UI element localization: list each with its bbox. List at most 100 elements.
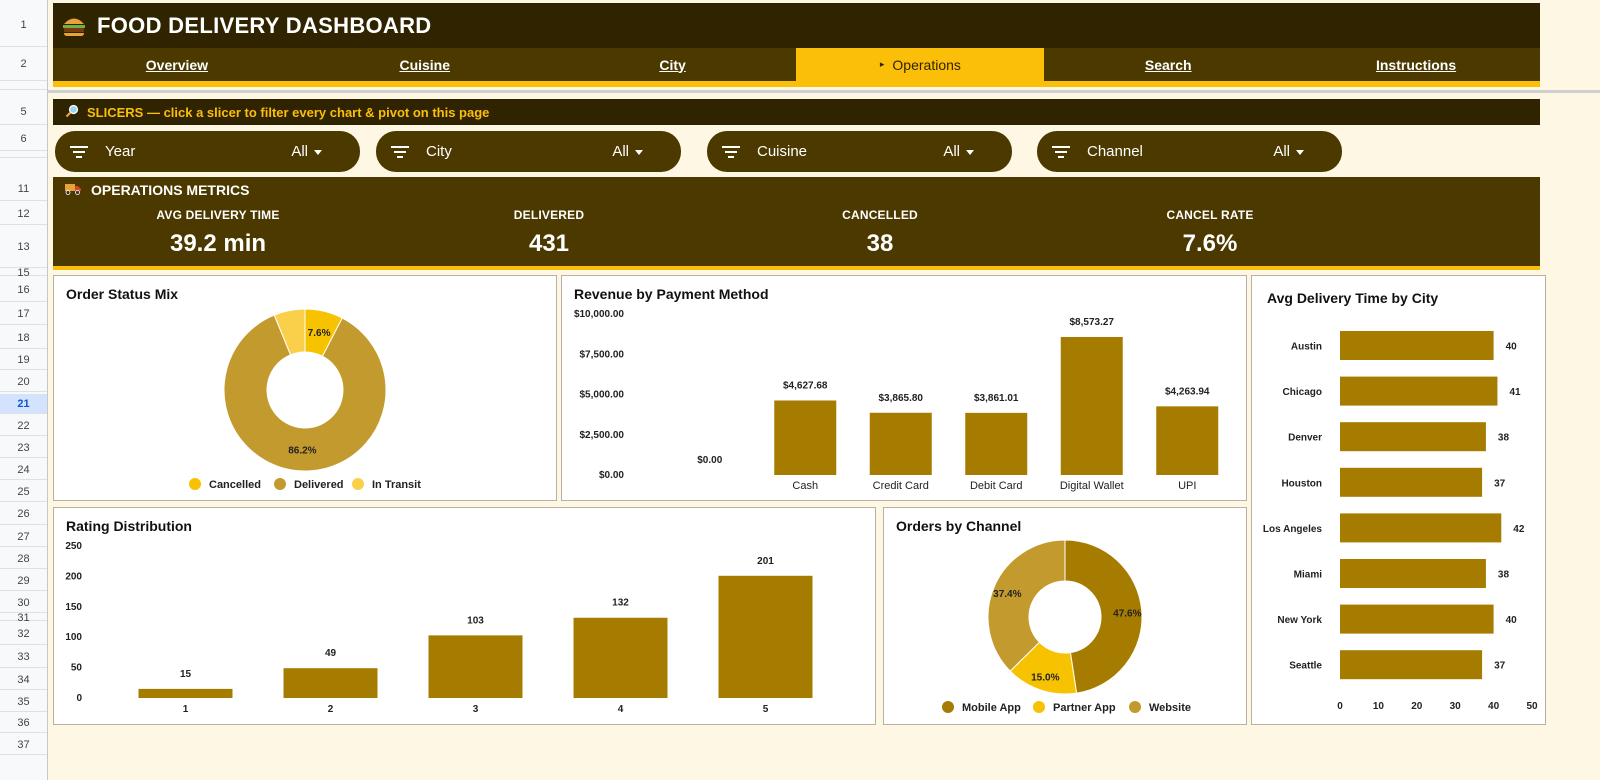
row-number[interactable]: 27	[0, 527, 47, 547]
y-tick-label: $5,000.00	[580, 390, 625, 401]
row-number[interactable]: 35	[0, 692, 47, 712]
data-label: 40	[1506, 615, 1518, 626]
data-label: 42	[1513, 524, 1525, 535]
row-number[interactable]: 25	[0, 482, 47, 502]
legend-label: In Transit	[372, 479, 421, 491]
tab-label: Overview	[145, 56, 209, 73]
metric-avg-delivery-time: AVG DELIVERY TIME 39.2 min	[53, 208, 383, 258]
row-number[interactable]: 26	[0, 504, 47, 525]
magnifier-icon	[65, 104, 79, 121]
row-number[interactable]: 11	[0, 177, 47, 201]
row-number[interactable]: 29	[0, 571, 47, 591]
chart-title: Avg Delivery Time by City	[1267, 290, 1439, 306]
order-status-donut-chart: 7.6% 86.2% Cancelled Delivered In Transit	[189, 308, 421, 491]
row-number[interactable]: 20	[0, 372, 47, 392]
bar	[1340, 331, 1494, 360]
row-number[interactable]: 15	[0, 267, 47, 279]
row-number[interactable]: 19	[0, 350, 47, 370]
metric-cancel-rate: CANCEL RATE 7.6%	[1045, 208, 1375, 258]
bar	[1340, 376, 1498, 406]
y-tick-label: 0	[76, 693, 82, 704]
x-tick-label: Credit Card	[873, 480, 929, 492]
legend-swatch	[352, 478, 364, 490]
nav-tabs: Overview Cuisine City ▸ Operations Search…	[53, 48, 1540, 81]
dashboard-title: FOOD DELIVERY DASHBOARD	[97, 12, 432, 38]
row-number[interactable]: 31	[0, 612, 47, 624]
tab-overview[interactable]: Overview	[53, 48, 301, 81]
rating-bar-chart: 0 50 100 150 200 250 15 1 49 2 103 3 132 4 201 5	[65, 541, 813, 715]
metric-delivered: DELIVERED 431	[384, 208, 714, 258]
row-number[interactable]: 33	[0, 647, 47, 668]
tab-operations[interactable]: ▸ Operations	[796, 48, 1045, 81]
metric-value: 39.2 min	[169, 230, 267, 257]
row-number[interactable]	[0, 86, 47, 90]
filter-icon	[1051, 145, 1071, 158]
row-number[interactable]: 32	[0, 623, 47, 645]
chart-card-order-status[interactable]: Order Status Mix 7.6% 86.2% Cancelled Deliv…	[53, 275, 557, 501]
row-number[interactable]: 23	[0, 438, 47, 458]
legend-swatch	[942, 701, 954, 713]
row-number[interactable]: 6	[0, 127, 47, 151]
x-tick-label: 50	[1526, 701, 1538, 712]
play-arrow-icon: ▸	[879, 59, 885, 69]
legend-label: Partner App	[1053, 702, 1116, 714]
tab-cuisine[interactable]: Cuisine	[301, 48, 549, 81]
row-number[interactable]: 13	[0, 226, 47, 268]
row-number[interactable]: 17	[0, 303, 47, 325]
x-tick-label: 5	[763, 704, 769, 715]
data-label: 37	[1494, 478, 1506, 489]
chart-card-rating-distribution[interactable]: Rating Distribution 0 50 100 150 200 250 15 1 49…	[53, 507, 876, 725]
row-number[interactable]: 1	[0, 3, 47, 47]
row-number[interactable]: 34	[0, 670, 47, 690]
tab-instructions[interactable]: Instructions	[1292, 48, 1540, 81]
row-number[interactable]: 37	[0, 735, 47, 755]
slicer-channel[interactable]: Channel All	[1037, 131, 1342, 172]
row-number[interactable]: 30	[0, 593, 47, 613]
chart-card-delivery-time-city[interactable]: Avg Delivery Time by City Austin 40 Chicag…	[1251, 275, 1546, 725]
row-number[interactable]	[0, 150, 47, 158]
row-number[interactable]: 28	[0, 549, 47, 569]
chart-card-orders-channel[interactable]: Orders by Channel 47.6% 15.0% 37.4% Mobile …	[883, 507, 1247, 725]
tab-city[interactable]: City	[549, 48, 797, 81]
x-tick-label: 1	[183, 704, 189, 715]
row-number[interactable]: 21	[0, 394, 47, 414]
tab-search[interactable]: Search	[1044, 48, 1292, 81]
tab-label: Instructions	[1375, 56, 1457, 73]
row-number[interactable]: 5	[0, 99, 47, 125]
metric-cancelled: CANCELLED 38	[715, 208, 1045, 258]
row-number[interactable]: 22	[0, 416, 47, 436]
metrics-accent-line	[53, 266, 1540, 270]
bar	[1340, 559, 1486, 588]
row-number[interactable]: 2	[0, 48, 47, 81]
burger-icon	[61, 13, 87, 39]
legend-swatch	[1033, 701, 1045, 713]
y-tick-label: $10,000.00	[574, 309, 624, 320]
y-tick-label: $7,500.00	[580, 349, 625, 360]
x-tick-label: 4	[618, 704, 624, 715]
row-number[interactable]: 18	[0, 327, 47, 349]
data-label: 132	[612, 598, 629, 609]
data-label: $4,263.94	[1165, 386, 1210, 397]
row-number[interactable]: 12	[0, 203, 47, 225]
y-tick-label: Denver	[1288, 433, 1322, 444]
tab-label: City	[659, 56, 686, 73]
row-number[interactable]: 36	[0, 713, 47, 733]
x-tick-label: 2	[328, 704, 334, 715]
row-number[interactable]: 16	[0, 278, 47, 302]
metric-label: CANCELLED	[842, 208, 918, 222]
slicer-year[interactable]: Year All	[55, 131, 360, 172]
y-tick-label: 200	[65, 571, 82, 582]
y-tick-label: $0.00	[599, 470, 624, 481]
row-number[interactable]: 24	[0, 460, 47, 480]
pie-slice	[987, 539, 1066, 672]
slicer-cuisine[interactable]: Cuisine All	[707, 131, 1012, 172]
data-label: $3,865.80	[879, 393, 924, 404]
y-tick-label: Houston	[1281, 478, 1322, 489]
slicer-city[interactable]: City All	[376, 131, 681, 172]
chart-card-revenue-payment[interactable]: Revenue by Payment Method $0.00 $2,500.00…	[561, 275, 1247, 501]
x-tick-label: UPI	[1178, 480, 1196, 492]
metric-value: 7.6%	[1182, 230, 1238, 257]
chart-title: Revenue by Payment Method	[574, 286, 769, 302]
slicer-banner: SLICERS — click a slicer to filter every…	[53, 99, 1540, 125]
data-label: $4,627.68	[783, 380, 828, 391]
